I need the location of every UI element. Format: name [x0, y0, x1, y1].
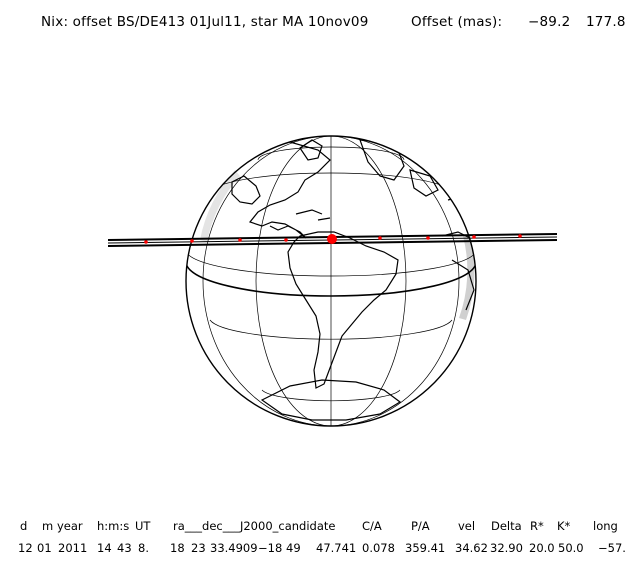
closest-approach-marker — [327, 234, 337, 244]
val-m: 01 — [37, 541, 52, 555]
col-rstar: R* — [530, 519, 544, 533]
col-pa: P/A — [411, 519, 430, 533]
time-marker — [238, 238, 242, 242]
time-marker — [190, 239, 194, 243]
col-vel: vel — [458, 519, 476, 533]
val-ca: 0.078 — [362, 541, 395, 555]
col-kstar: K* — [557, 519, 571, 533]
val-dec-d: −18 — [258, 541, 283, 555]
terminator-line — [186, 261, 476, 297]
north-america-coast — [248, 141, 331, 239]
val-pa: 359.41 — [405, 541, 446, 555]
col-year: year — [57, 519, 83, 533]
parallel-south-30 — [209, 319, 453, 340]
val-ra-m: 23 — [191, 541, 206, 555]
parallel-north-60 — [257, 146, 405, 161]
time-marker — [284, 238, 288, 242]
parallel-equator — [186, 249, 476, 277]
col-ut: UT — [135, 519, 151, 533]
val-delta: 32.90 — [490, 541, 523, 555]
col-delta: Delta — [491, 519, 522, 533]
gulf-region — [231, 175, 261, 205]
val-m-time: 43 — [117, 541, 132, 555]
offset-dec-value: 177.8 — [586, 14, 626, 30]
col-radec: ra___dec___J2000_candidate — [173, 519, 336, 533]
col-m: m — [42, 519, 54, 533]
south-america-coast — [287, 231, 399, 389]
col-ca: C/A — [362, 519, 382, 533]
time-marker — [378, 236, 382, 240]
time-marker — [144, 240, 148, 244]
time-marker — [472, 235, 476, 239]
map-title: Nix: offset BS/DE413 01Jul11, star MA 10… — [41, 14, 369, 30]
offset-label: Offset (mas): — [411, 14, 503, 30]
col-d: d — [20, 519, 28, 533]
val-dec-s: 47.741 — [316, 541, 357, 555]
val-d: 12 — [18, 541, 33, 555]
caribbean-islands — [295, 209, 331, 221]
canadian-islands — [299, 139, 323, 161]
antarctica-coast — [260, 379, 402, 421]
val-h: 14 — [97, 541, 112, 555]
iceland-region — [409, 169, 439, 197]
val-vel: 34.62 — [455, 541, 488, 555]
night-shading-left — [200, 170, 240, 242]
offset-ra-value: −89.2 — [528, 14, 571, 30]
val-dec-m: 49 — [286, 541, 301, 555]
val-long: −57. — [598, 541, 626, 555]
val-kstar: 50.0 — [558, 541, 584, 555]
col-hms: h:m:s — [97, 519, 130, 533]
val-s: 8. — [138, 541, 149, 555]
time-marker — [426, 236, 430, 240]
time-markers — [144, 234, 522, 244]
val-rstar: 20.0 — [529, 541, 555, 555]
val-ra-h: 18 — [170, 541, 185, 555]
col-long: long — [593, 519, 618, 533]
meridian-east-1 — [330, 136, 407, 426]
val-year: 2011 — [58, 541, 88, 555]
meridian-west-1 — [255, 136, 332, 426]
coastlines — [231, 139, 476, 421]
time-marker — [518, 234, 522, 238]
val-ra-s: 33.4909 — [210, 541, 258, 555]
